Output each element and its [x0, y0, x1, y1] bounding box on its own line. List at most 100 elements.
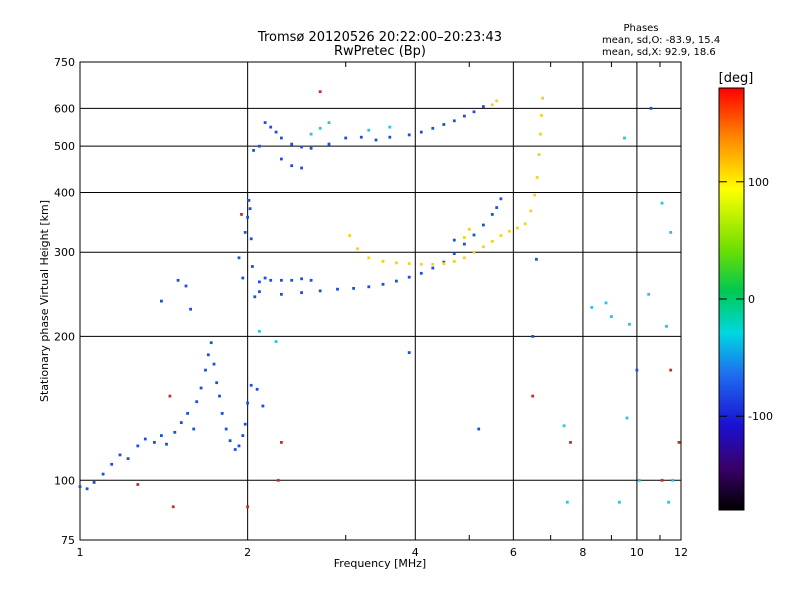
y-tick-label: 600	[54, 102, 75, 115]
x-tick-label: 12	[674, 546, 688, 559]
data-point	[516, 226, 519, 230]
data-point	[356, 247, 359, 251]
data-point	[677, 441, 681, 444]
data-point	[247, 199, 251, 202]
data-point	[243, 422, 247, 426]
data-point	[258, 144, 261, 148]
data-point	[241, 276, 245, 280]
data-point	[243, 231, 247, 234]
data-point	[667, 500, 670, 504]
data-point	[249, 237, 253, 241]
data-point	[565, 500, 569, 504]
data-point	[647, 292, 651, 296]
data-point	[665, 324, 668, 328]
data-point	[160, 299, 163, 303]
data-point	[199, 386, 203, 390]
data-point	[309, 278, 313, 282]
x-tick-label: 4	[412, 546, 419, 559]
stats-o-line: mean, sd,O: -83.9, 15.4	[602, 35, 720, 46]
data-point	[280, 157, 283, 161]
data-point	[649, 106, 653, 110]
data-point	[184, 284, 188, 288]
data-point	[300, 277, 303, 281]
data-point	[472, 233, 476, 237]
data-point	[359, 135, 363, 139]
data-point	[195, 400, 199, 404]
data-point	[204, 368, 207, 372]
y-tick-label: 500	[54, 140, 75, 153]
data-point	[344, 136, 348, 140]
data-point	[407, 351, 411, 354]
y-tick-label: 75	[61, 534, 75, 547]
data-point	[249, 383, 253, 387]
data-point	[463, 242, 466, 246]
data-point	[535, 257, 538, 261]
data-point	[635, 368, 639, 372]
data-point	[110, 462, 114, 466]
data-point	[395, 261, 398, 265]
data-point	[309, 132, 313, 136]
data-point	[327, 142, 331, 146]
data-point	[274, 340, 278, 343]
data-point	[300, 166, 303, 170]
data-point	[237, 256, 241, 260]
data-point	[352, 287, 355, 290]
chart-title-line2: RwPretec (Bp)	[334, 44, 426, 59]
data-point	[604, 301, 608, 305]
data-point	[165, 442, 168, 446]
stats-x-line: mean, sd,X: 92.9, 18.6	[602, 47, 716, 58]
data-point	[168, 394, 172, 398]
data-point	[537, 153, 541, 156]
data-point	[241, 434, 245, 437]
data-point	[407, 133, 411, 137]
data-point	[186, 412, 189, 415]
data-point	[442, 260, 446, 264]
data-point	[367, 128, 371, 132]
data-point	[569, 441, 572, 444]
y-tick-label: 750	[54, 56, 75, 69]
data-point	[381, 282, 385, 286]
data-point	[263, 276, 267, 280]
data-point	[118, 453, 122, 457]
y-tick-label: 300	[54, 246, 75, 259]
data-point	[269, 278, 273, 282]
data-point	[610, 315, 613, 318]
chart-title-line1: Tromsø 20120526 20:22:00–20:23:43	[257, 30, 502, 45]
data-point	[463, 256, 466, 260]
data-point	[463, 114, 466, 118]
data-point	[490, 103, 494, 107]
x-tick-label: 6	[510, 546, 517, 559]
data-point	[472, 110, 476, 114]
data-point	[495, 206, 499, 209]
data-point	[85, 487, 89, 491]
data-point	[246, 215, 249, 219]
data-point	[318, 289, 322, 293]
data-point	[419, 262, 423, 266]
data-point	[348, 234, 352, 237]
data-point	[101, 472, 105, 476]
data-point	[224, 427, 228, 431]
colorbar-label: [deg]	[719, 71, 754, 86]
data-point	[246, 505, 249, 509]
data-point	[374, 138, 378, 142]
data-point	[153, 441, 156, 444]
data-point	[189, 307, 192, 311]
data-point	[477, 427, 481, 431]
colorbar-tick-label: -100	[748, 410, 773, 423]
data-point	[452, 238, 456, 242]
data-point	[276, 478, 280, 482]
data-point	[253, 295, 257, 299]
data-point	[623, 136, 626, 140]
data-point	[618, 500, 621, 504]
data-point	[171, 505, 175, 509]
data-point	[233, 448, 237, 451]
data-point	[562, 424, 566, 428]
data-point	[395, 279, 398, 283]
data-point	[660, 478, 664, 482]
data-point	[258, 280, 261, 284]
data-point	[263, 121, 267, 124]
data-point	[252, 149, 255, 152]
data-point	[206, 353, 210, 357]
y-tick-label: 100	[54, 474, 75, 487]
